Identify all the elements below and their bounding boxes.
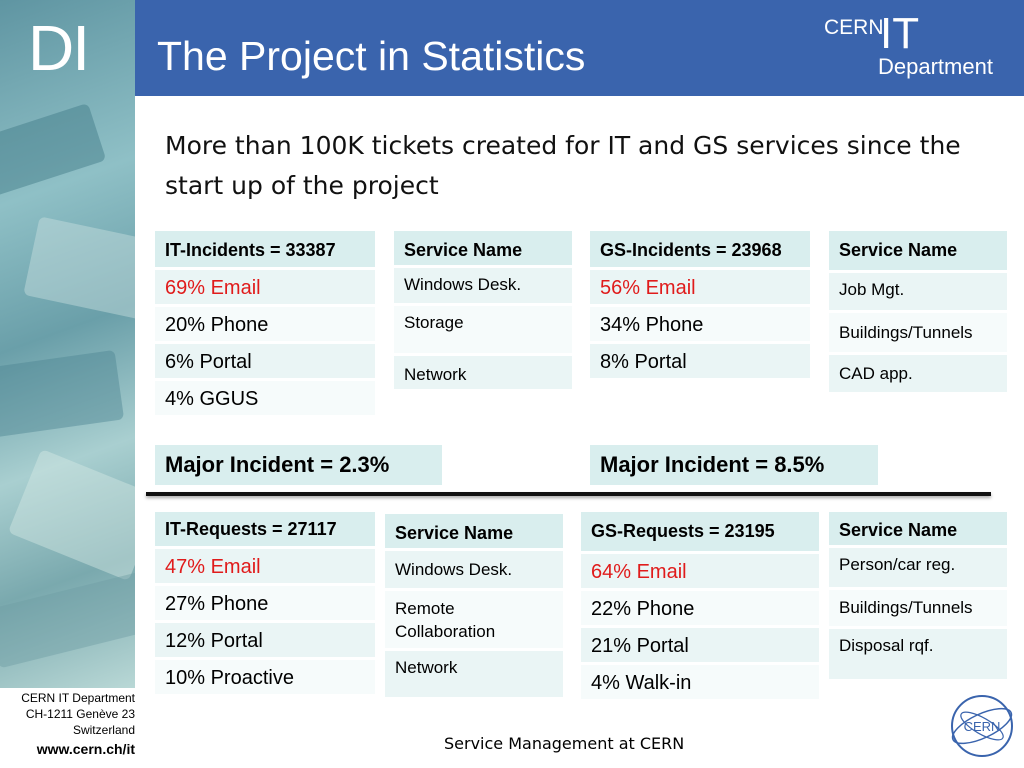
it-request-services-table: Service Name Windows Desk. Remote Collab… bbox=[385, 514, 563, 700]
table-row: Windows Desk. bbox=[394, 268, 572, 306]
table-header: IT-Incidents = 33387 bbox=[155, 231, 375, 270]
major-incident-it: Major Incident = 2.3% bbox=[155, 445, 442, 485]
cern-emblem-icon: CERN bbox=[951, 695, 1013, 757]
gs-incident-services-table: Service Name Job Mgt. Buildings/Tunnels … bbox=[829, 231, 1007, 395]
footer-address: CERN IT Department CH-1211 Genève 23 Swi… bbox=[0, 690, 135, 760]
di-logo: DI bbox=[28, 12, 90, 84]
table-header: GS-Requests = 23195 bbox=[581, 512, 819, 554]
table-row: 6% Portal bbox=[155, 344, 375, 381]
table-row: 21% Portal bbox=[581, 628, 819, 665]
emblem-text: CERN bbox=[964, 719, 1001, 734]
table-row: 10% Proactive bbox=[155, 660, 375, 697]
table-row: Job Mgt. bbox=[829, 273, 1007, 313]
gs-requests-table: GS-Requests = 23195 64% Email 22% Phone … bbox=[581, 512, 819, 702]
table-row: Buildings/Tunnels bbox=[829, 313, 1007, 355]
table-row: Buildings/Tunnels bbox=[829, 590, 1007, 629]
table-row: 20% Phone bbox=[155, 307, 375, 344]
table-header: Service Name bbox=[385, 514, 563, 551]
major-incident-gs: Major Incident = 8.5% bbox=[590, 445, 878, 485]
table-header: Service Name bbox=[829, 512, 1007, 548]
table-header: IT-Requests = 27117 bbox=[155, 512, 375, 549]
table-row: Network bbox=[394, 356, 572, 392]
intro-text: More than 100K tickets created for IT an… bbox=[165, 131, 961, 200]
header-band: The Project in Statistics CERN IT Depart… bbox=[135, 0, 1024, 96]
address-line: CH-1211 Genève 23 bbox=[25, 707, 135, 721]
cern-it-department-logo: CERN IT Department bbox=[822, 10, 1018, 82]
table-row: 12% Portal bbox=[155, 623, 375, 660]
table-row: Disposal rqf. bbox=[829, 629, 1007, 682]
footer-caption: Service Management at CERN bbox=[444, 734, 685, 753]
table-row: 4% GGUS bbox=[155, 381, 375, 418]
address-line: Switzerland bbox=[72, 723, 135, 737]
logo-it-text: IT bbox=[880, 9, 920, 58]
table-row: Remote Collaboration bbox=[385, 591, 563, 651]
logo-department-text: Department bbox=[878, 54, 993, 79]
table-row: 69% Email bbox=[155, 270, 375, 307]
table-row: Windows Desk. bbox=[385, 551, 563, 591]
table-header: Service Name bbox=[829, 231, 1007, 273]
footer-url-link[interactable]: www.cern.ch/it bbox=[36, 741, 135, 757]
table-row: 27% Phone bbox=[155, 586, 375, 623]
it-incidents-table: IT-Incidents = 33387 69% Email 20% Phone… bbox=[155, 231, 375, 418]
section-divider bbox=[146, 492, 991, 496]
table-row: 56% Email bbox=[590, 270, 810, 307]
page-title: The Project in Statistics bbox=[157, 33, 586, 79]
table-row: 64% Email bbox=[581, 554, 819, 591]
address-line: CERN IT Department bbox=[21, 691, 135, 705]
table-header: Service Name bbox=[394, 231, 572, 268]
decorative-side-panel: DI bbox=[0, 0, 135, 688]
table-row: Network bbox=[385, 651, 563, 700]
gs-request-services-table: Service Name Person/car reg. Buildings/T… bbox=[829, 512, 1007, 682]
table-row: 4% Walk-in bbox=[581, 665, 819, 702]
table-row: Storage bbox=[394, 306, 572, 356]
table-row: 8% Portal bbox=[590, 344, 810, 381]
gs-incidents-table: GS-Incidents = 23968 56% Email 34% Phone… bbox=[590, 231, 810, 381]
table-row: Person/car reg. bbox=[829, 548, 1007, 590]
table-header: GS-Incidents = 23968 bbox=[590, 231, 810, 270]
it-requests-table: IT-Requests = 27117 47% Email 27% Phone … bbox=[155, 512, 375, 697]
table-row: 47% Email bbox=[155, 549, 375, 586]
table-row: 34% Phone bbox=[590, 307, 810, 344]
table-row: 22% Phone bbox=[581, 591, 819, 628]
it-incident-services-table: Service Name Windows Desk. Storage Netwo… bbox=[394, 231, 572, 392]
logo-cern-text: CERN bbox=[824, 16, 884, 39]
table-row: CAD app. bbox=[829, 355, 1007, 395]
